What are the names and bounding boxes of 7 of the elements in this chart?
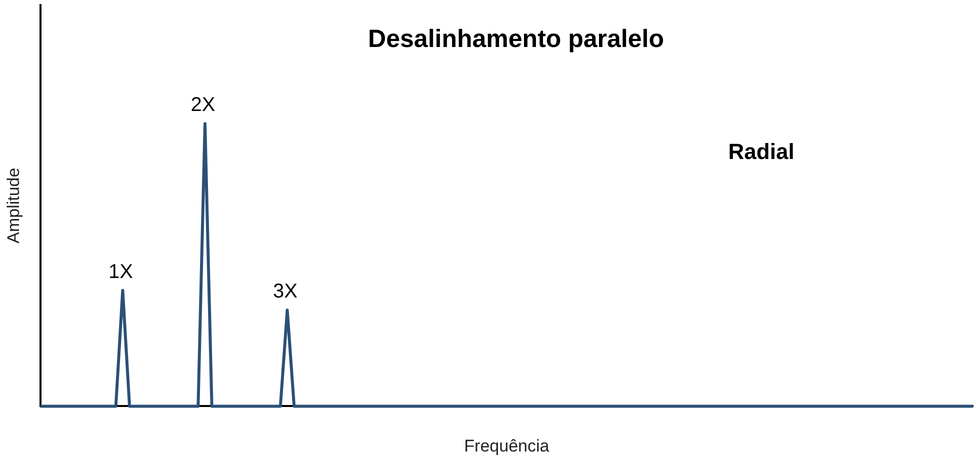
y-axis-title: Amplitude <box>4 168 23 244</box>
chart-title: Desalinhamento paralelo <box>368 24 664 53</box>
annotation: Radial <box>728 139 794 164</box>
annotation: 3X <box>273 280 298 303</box>
x-axis-title: Frequência <box>464 436 550 456</box>
annotation: 1X <box>108 260 133 283</box>
annotation: 2X <box>190 94 216 116</box>
